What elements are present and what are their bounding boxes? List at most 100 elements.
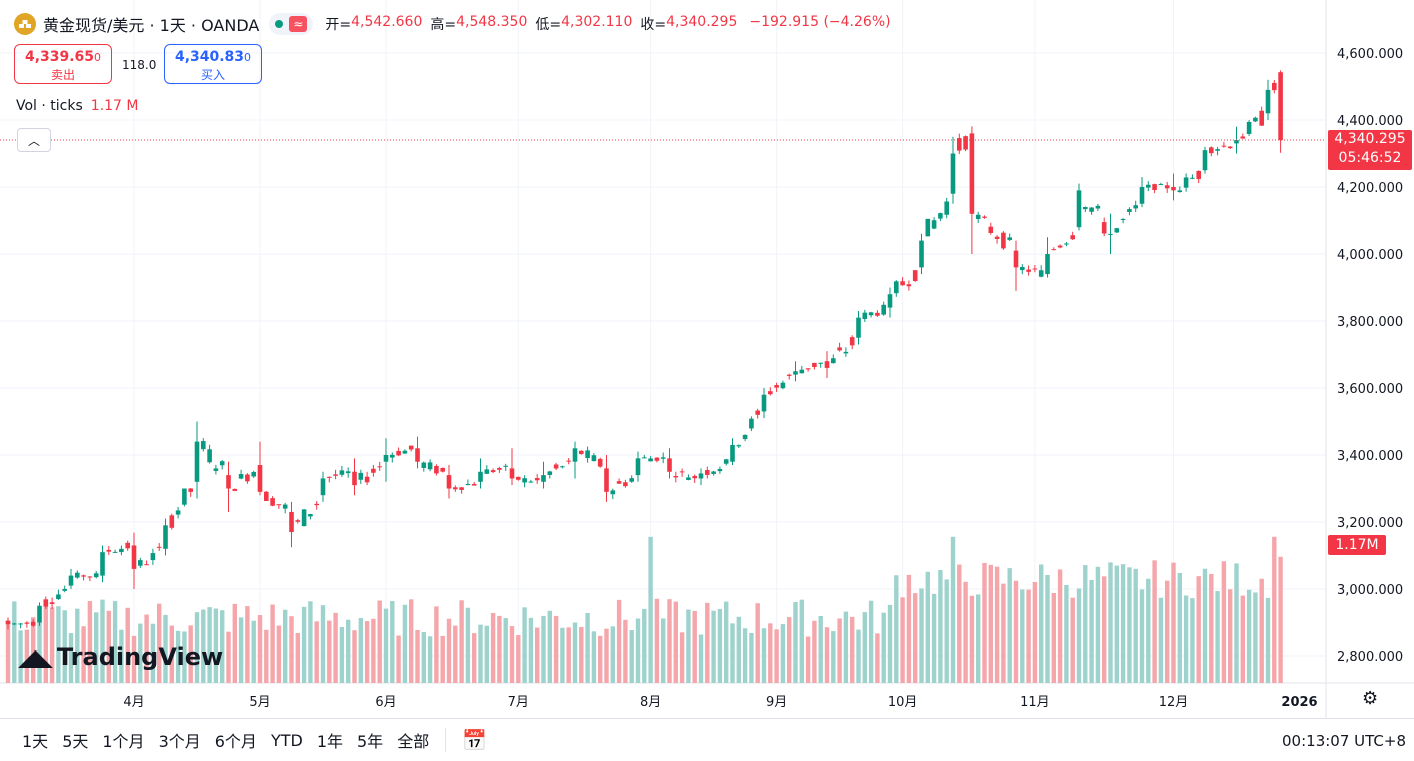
candle-body xyxy=(1001,232,1006,249)
candle-body xyxy=(579,450,584,454)
collapse-legend-button[interactable]: ︿ xyxy=(17,128,51,152)
time-tick-label: 9月 xyxy=(766,695,787,710)
range-ytd[interactable]: YTD xyxy=(270,730,303,750)
price-tick-label: 3,200.000 xyxy=(1337,516,1403,531)
volume-bar xyxy=(805,636,811,683)
candle-body xyxy=(856,317,861,338)
range-6m[interactable]: 6个月 xyxy=(214,732,257,751)
volume-bar xyxy=(1171,562,1176,683)
candle-body xyxy=(1234,140,1239,144)
range-1y[interactable]: 1年 xyxy=(316,732,343,751)
sell-button[interactable]: 4,339.650 卖出 xyxy=(14,44,112,84)
candle-body xyxy=(623,482,628,487)
volume-bar xyxy=(705,602,710,683)
candle-body xyxy=(62,588,67,591)
candle-body xyxy=(163,525,168,549)
time-axis: 4月 5月 6月 7月 8月 9月 10月 11月 12月 2026 xyxy=(123,695,1317,710)
candle-body xyxy=(56,594,61,600)
candle-body xyxy=(660,457,666,459)
volume-bar xyxy=(774,629,779,683)
volume-bar xyxy=(969,595,975,683)
range-5y[interactable]: 5年 xyxy=(357,732,384,751)
volume-bar xyxy=(68,633,74,683)
wave-icon: ≈ xyxy=(289,16,308,32)
candle-body xyxy=(453,487,458,490)
price-chart[interactable]: 2,800.000 3,000.000 3,200.000 3,400.000 3,60… xyxy=(0,0,1414,718)
range-1d[interactable]: 1天 xyxy=(22,732,49,751)
candle-body xyxy=(547,471,553,475)
volume-bar xyxy=(560,627,565,683)
volume-bar xyxy=(1202,568,1208,683)
candle-body xyxy=(75,572,80,578)
market-open-dot xyxy=(275,20,284,28)
candle-body xyxy=(201,441,206,450)
buy-button[interactable]: 4,340.830 买入 xyxy=(164,44,262,84)
range-5d[interactable]: 5天 xyxy=(62,732,89,751)
candle-body xyxy=(396,450,401,456)
candle-body xyxy=(824,361,830,368)
close-label: 收= xyxy=(640,17,667,33)
candle-body xyxy=(1246,121,1252,134)
candle-body xyxy=(213,468,219,471)
volume-bar xyxy=(1278,556,1283,683)
candle-body xyxy=(805,368,811,370)
volume-bar xyxy=(1102,576,1107,683)
candle-body xyxy=(673,475,679,478)
candle-body xyxy=(320,478,326,496)
volume-legend[interactable]: Vol · ticks 1.17 M xyxy=(16,98,138,114)
volume-bar xyxy=(1001,583,1006,683)
candle-body xyxy=(427,462,433,470)
volume-bar xyxy=(843,611,849,683)
volume-bar xyxy=(377,600,382,683)
ohlc-values: 开= 4,542.660 高= 4,548.350 低= 4,302.110 收= 4,… xyxy=(325,14,890,34)
volume-bar xyxy=(648,536,653,683)
range-1m[interactable]: 1个月 xyxy=(102,732,145,751)
volume-bar xyxy=(346,619,351,683)
candle-body xyxy=(24,622,30,624)
candle-body xyxy=(238,474,244,479)
candle-body xyxy=(81,575,86,577)
range-all[interactable]: 全部 xyxy=(397,732,430,751)
volume-bar xyxy=(1007,568,1012,683)
volume-bar xyxy=(944,579,949,683)
volume-bar xyxy=(1165,580,1170,683)
candle-body xyxy=(679,471,685,473)
range-3m[interactable]: 3个月 xyxy=(158,732,201,751)
candle-body xyxy=(723,459,729,464)
candle-body xyxy=(761,394,767,412)
date-range-icon[interactable]: 📅 xyxy=(462,728,488,752)
candle-body xyxy=(1108,233,1113,235)
low-label: 低= xyxy=(535,17,562,33)
volume-bar xyxy=(1146,578,1151,683)
candle-body xyxy=(925,218,931,237)
candle-body xyxy=(1221,145,1227,147)
volume-bar xyxy=(1228,589,1233,683)
candle-body xyxy=(383,455,389,462)
volume-bar xyxy=(988,564,993,683)
volume-bar xyxy=(875,633,880,683)
candle-body xyxy=(219,461,225,466)
volume-value: 1.17 M xyxy=(90,98,139,114)
gear-icon[interactable]: ⚙ xyxy=(1362,688,1379,709)
volume-bar xyxy=(768,623,773,683)
volume-bar xyxy=(1221,561,1227,683)
candle-body xyxy=(226,475,231,489)
volume-bar xyxy=(1265,597,1271,683)
volume-bar xyxy=(383,608,389,683)
candle-body xyxy=(919,240,924,268)
candle-body xyxy=(1007,237,1012,240)
candle-body xyxy=(43,599,49,607)
clock[interactable]: 00:13:07 UTC+8 xyxy=(1282,732,1406,750)
candle-body xyxy=(591,455,597,462)
candle-body xyxy=(182,488,187,505)
candle-body xyxy=(629,478,634,482)
volume-bar xyxy=(579,626,584,683)
candle-body xyxy=(314,503,319,506)
volume-bar xyxy=(1070,597,1075,683)
symbol-title[interactable]: 黄金现货/美元 · 1天 · OANDA xyxy=(43,16,260,35)
volume-bar xyxy=(976,594,981,683)
market-status[interactable]: ≈ xyxy=(269,13,314,35)
volume-bar xyxy=(787,617,792,683)
price-tick-label: 3,800.000 xyxy=(1337,315,1403,330)
volume-bar xyxy=(661,618,666,683)
